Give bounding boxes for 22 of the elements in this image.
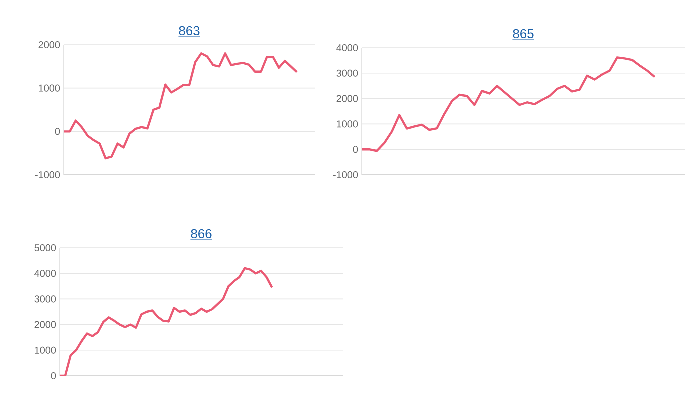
y-tick-label: 0 [353, 146, 358, 154]
chart-title: 865 [513, 29, 534, 39]
line-series [60, 267, 274, 376]
y-tick-label: 0 [51, 372, 56, 380]
y-tick-label: -1000 [333, 171, 358, 179]
y-tick-label: 2000 [38, 41, 60, 49]
y-tick-label: 1000 [35, 346, 56, 354]
y-tick-label: 3000 [34, 296, 56, 303]
y-tick-label: 5000 [34, 244, 56, 252]
y-tick-label: 4000 [34, 270, 56, 278]
chart-title: 866 [191, 229, 212, 239]
y-tick-label: 1000 [39, 84, 60, 92]
y-tick-label: -1000 [35, 171, 60, 179]
line-series [64, 52, 298, 160]
y-tick-label: 3000 [336, 70, 358, 77]
y-tick-label: 2000 [34, 321, 56, 328]
chart-title: 863 [179, 26, 200, 36]
y-tick-label: 4000 [336, 44, 358, 52]
y-tick-label: 1000 [337, 120, 358, 128]
y-tick-label: 0 [55, 128, 60, 136]
y-tick-label: 2000 [336, 95, 358, 102]
line-series [362, 56, 656, 152]
